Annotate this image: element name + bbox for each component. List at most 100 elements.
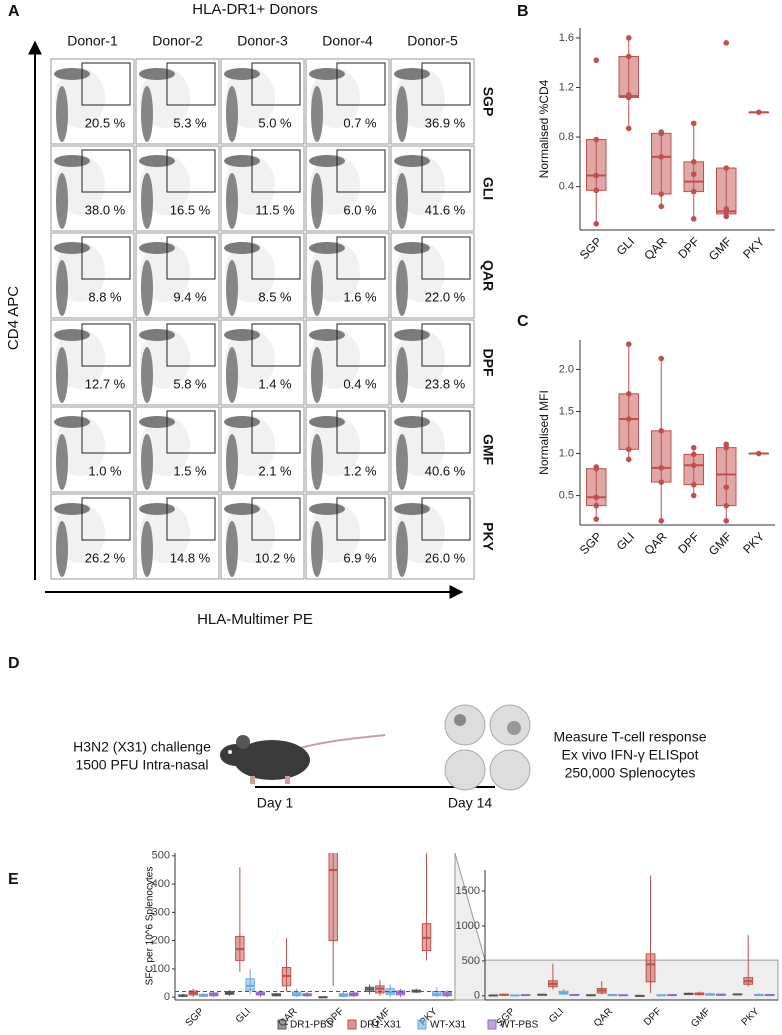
point: [690, 171, 697, 178]
population: [396, 86, 408, 142]
population: [394, 242, 430, 254]
gate-percentage: 36.9 %: [425, 115, 466, 130]
panel-label: D: [8, 655, 20, 672]
gate-percentage: 1.6 %: [343, 289, 377, 304]
y-tick-label: 1.2: [559, 81, 574, 93]
gate-percentage: 23.8 %: [425, 376, 466, 391]
gate: [336, 62, 386, 106]
population: [224, 242, 260, 254]
box: [586, 468, 607, 507]
population: [396, 434, 408, 490]
panel-title: HLA-DR1+ Donors: [192, 1, 317, 18]
point: [593, 494, 600, 501]
gate: [421, 497, 471, 541]
point: [658, 191, 665, 197]
population: [140, 68, 190, 128]
y-tick-label: 0.4: [559, 181, 574, 193]
point: [690, 159, 697, 165]
gate-percentage: 5.3 %: [173, 115, 207, 130]
elispot-plate: [444, 704, 531, 791]
gate: [336, 149, 386, 193]
panel-label: A: [8, 3, 20, 20]
x-tick-label: QAR: [641, 529, 670, 558]
gate-percentage: 0.4 %: [343, 376, 377, 391]
y-tick-label: 2.0: [559, 363, 574, 375]
population: [54, 503, 90, 515]
population: [141, 521, 153, 577]
row-label: SGP: [480, 87, 496, 117]
gate-percentage: 2.1 %: [258, 463, 292, 478]
point: [625, 391, 632, 397]
gate: [166, 149, 216, 193]
population: [54, 329, 90, 341]
gate: [251, 323, 301, 367]
population: [224, 155, 260, 167]
population: [139, 416, 175, 428]
y-tick-label: 500: [462, 955, 480, 967]
population: [309, 416, 345, 428]
population: [395, 68, 445, 128]
population: [55, 503, 105, 563]
population: [56, 173, 68, 229]
gate: [166, 62, 216, 106]
gate: [251, 149, 301, 193]
point: [625, 53, 632, 60]
x-tick-label: PKY: [740, 529, 767, 556]
readout-text: 250,000 Splenocytes: [565, 765, 696, 781]
timeline-label: Day 1: [257, 795, 294, 811]
mouse-icon: [220, 734, 386, 784]
population: [226, 86, 238, 142]
population: [394, 329, 430, 341]
challenge-text: 1500 PFU Intra-nasal: [75, 757, 208, 773]
row-label: DPF: [480, 349, 496, 377]
population: [55, 416, 105, 476]
point: [593, 464, 600, 470]
gate-percentage: 41.6 %: [425, 202, 466, 217]
x-tick-label: DPF: [642, 1006, 664, 1028]
legend-swatch: [277, 1019, 287, 1030]
point: [593, 57, 600, 64]
gate-percentage: 16.5 %: [170, 202, 211, 217]
gate: [81, 497, 131, 541]
gate-percentage: 1.5 %: [173, 463, 207, 478]
x-tick-label: QAR: [641, 234, 670, 263]
y-tick-label: 100: [152, 963, 170, 975]
x-tick-label: SGP: [184, 1006, 207, 1029]
donor-header: Donor-2: [152, 33, 203, 49]
point: [723, 441, 730, 448]
gate-percentage: 26.2 %: [85, 550, 126, 565]
population: [141, 434, 153, 490]
y-tick-label: 1.0: [559, 447, 574, 459]
point: [690, 451, 697, 458]
population: [225, 416, 275, 476]
panel-label: E: [8, 871, 19, 888]
timeline-label: Day 14: [448, 795, 493, 811]
population: [54, 242, 90, 254]
point: [690, 216, 697, 222]
donor-header: Donor-4: [322, 33, 373, 49]
point: [625, 341, 632, 348]
panel-label: C: [517, 313, 529, 330]
gate: [166, 323, 216, 367]
population: [226, 173, 238, 229]
population: [139, 68, 175, 80]
gate-percentage: 38.0 %: [85, 202, 126, 217]
y-tick-label: 1.5: [559, 405, 574, 417]
x-tick-label: PKY: [740, 1006, 762, 1028]
gate-percentage: 1.0 %: [88, 463, 122, 478]
gate: [336, 410, 386, 454]
population: [225, 329, 275, 389]
gate-percentage: 20.5 %: [85, 115, 126, 130]
gate: [166, 236, 216, 280]
population: [141, 173, 153, 229]
gate: [251, 497, 301, 541]
point: [658, 479, 665, 485]
population: [394, 155, 430, 167]
point: [690, 481, 697, 488]
box: [586, 139, 607, 191]
population: [310, 68, 360, 128]
challenge-text: H3N2 (X31) challenge: [73, 739, 211, 755]
row-label: GLI: [480, 177, 496, 200]
legend-swatch: [347, 1019, 357, 1030]
